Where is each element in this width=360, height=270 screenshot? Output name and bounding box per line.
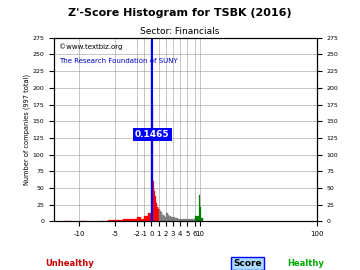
Bar <box>195 216 199 221</box>
Bar <box>168 215 170 221</box>
Bar <box>188 220 195 221</box>
Bar <box>122 220 130 221</box>
Bar <box>157 207 158 221</box>
Bar <box>159 209 160 221</box>
Bar <box>155 196 156 221</box>
Text: The Research Foundation of SUNY: The Research Foundation of SUNY <box>59 58 178 64</box>
Bar <box>156 200 157 221</box>
Bar <box>148 213 152 221</box>
Bar <box>161 212 162 221</box>
Bar <box>179 219 180 221</box>
Bar <box>170 216 171 221</box>
Text: 0.1465: 0.1465 <box>135 130 170 139</box>
Text: Healthy: Healthy <box>287 259 324 268</box>
Bar <box>108 220 115 221</box>
Bar <box>177 218 179 221</box>
Bar <box>137 217 141 221</box>
Bar <box>115 220 122 221</box>
Bar <box>162 215 163 221</box>
Bar <box>166 213 168 221</box>
Bar <box>171 217 173 221</box>
Bar <box>144 216 148 221</box>
Bar <box>163 215 164 221</box>
Bar <box>201 218 203 221</box>
Bar <box>130 219 137 221</box>
Text: ©www.textbiz.org: ©www.textbiz.org <box>59 43 123 50</box>
Bar <box>164 215 165 221</box>
Bar <box>184 220 188 221</box>
Bar <box>180 219 184 221</box>
Bar <box>200 207 201 221</box>
Bar <box>158 209 159 221</box>
Text: Unhealthy: Unhealthy <box>45 259 94 268</box>
Bar <box>199 195 200 221</box>
Bar <box>173 217 175 221</box>
Bar <box>153 181 154 221</box>
Bar <box>154 191 155 221</box>
Text: Z'-Score Histogram for TSBK (2016): Z'-Score Histogram for TSBK (2016) <box>68 8 292 18</box>
Text: Score: Score <box>233 259 262 268</box>
Y-axis label: Number of companies (997 total): Number of companies (997 total) <box>23 74 30 185</box>
Bar <box>160 211 161 221</box>
Text: Sector: Financials: Sector: Financials <box>140 27 220 36</box>
Bar <box>165 217 166 221</box>
Bar <box>141 219 144 221</box>
Bar <box>152 101 153 221</box>
Bar <box>175 218 177 221</box>
